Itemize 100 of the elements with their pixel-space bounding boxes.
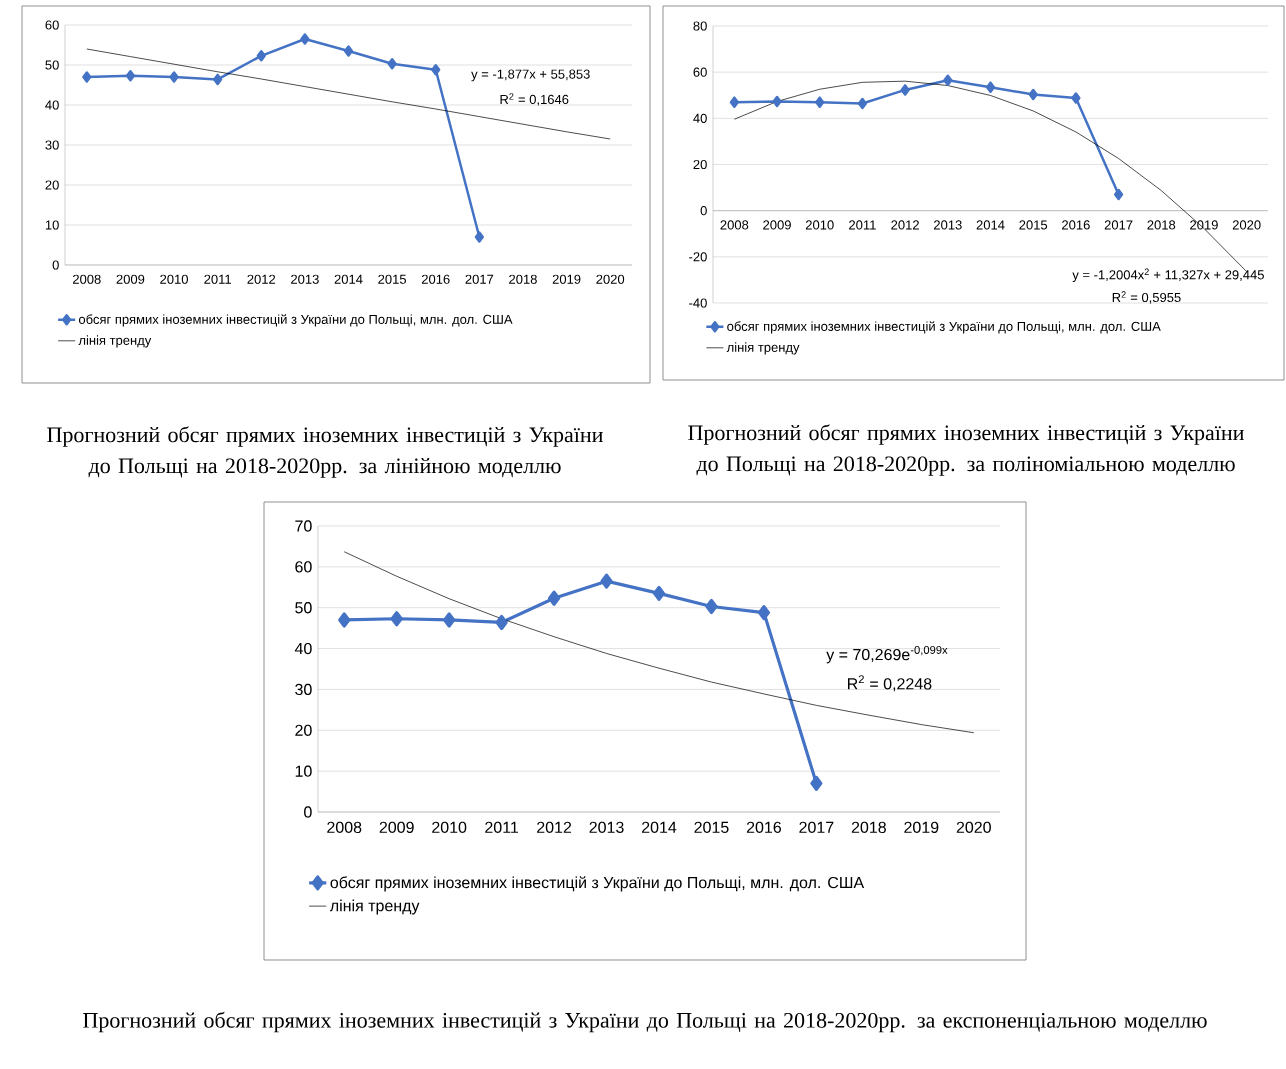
text: Прогнозний обсяг прямих іноземних інвестицій з України до Польщі на 2018-2020рр. за експоненціальною моделлю	[83, 1011, 1207, 1033]
x-tick-label: 2020	[596, 274, 625, 284]
text: Прогнозний обсяг прямих іноземних інвестицій з України до Польщі на 2018-2020рр. за поліноміальною моделлю	[688, 424, 1244, 476]
point	[82, 71, 92, 83]
x-tick-label: 2018	[851, 821, 886, 833]
x-tick-label: 2014	[642, 821, 677, 833]
legend-label: лінія тренду	[726, 342, 800, 355]
y-tick-label: 20	[295, 724, 312, 736]
x-tick-label: 2011	[204, 274, 231, 284]
x-tick-label: 2014	[334, 274, 363, 284]
x-tick-label: 2009	[379, 821, 414, 833]
x-tick-label: 2011	[485, 821, 519, 833]
point	[1071, 92, 1081, 104]
point	[810, 775, 823, 791]
x-tick-label: 2012	[537, 821, 572, 833]
y-tick-label: 50	[45, 60, 59, 70]
point	[652, 585, 666, 602]
point	[343, 45, 354, 57]
annotation: y = -1,2004x$^{2}$ + 11,327x + 29,445	[1072, 268, 1264, 282]
x-tick-label: 2008	[73, 274, 101, 284]
y-tick-label: 40	[45, 100, 59, 110]
x-tick-label: 2019	[552, 274, 581, 284]
x-tick-label: 2009	[763, 220, 791, 230]
x-tick-label: 2017	[1104, 220, 1133, 230]
x-tick-label: 2020	[1232, 220, 1261, 230]
x-tick-label: 2012	[891, 220, 919, 230]
annotation: R$^{2}$ = 0,2248	[848, 675, 932, 692]
y-tick-label: 10	[295, 765, 312, 777]
annotation: R$^{2}$ = 0,1646	[500, 93, 569, 106]
y-tick-label: 0	[304, 806, 312, 818]
point	[338, 612, 351, 628]
point	[474, 231, 484, 243]
x-tick-label: 2018	[509, 274, 537, 284]
x-tick-label: 2018	[1147, 220, 1176, 230]
y-tick-label: 30	[45, 140, 59, 150]
legend-label: лінія тренду	[329, 899, 420, 915]
point	[125, 70, 136, 82]
x-tick-label: 2019	[904, 821, 939, 833]
legend-label: обсяг прямих іноземних інвестицій з України до Польщі, млн. дол. США	[78, 314, 513, 327]
y-tick-label: 80	[693, 21, 707, 31]
annotation: R$^{2}$ = 0,5955	[1112, 291, 1181, 304]
point	[387, 58, 397, 70]
point	[900, 84, 910, 96]
y-tick-label: 60	[295, 561, 312, 573]
point	[985, 81, 996, 93]
y-tick-label: 0	[700, 206, 707, 216]
x-tick-label: 2015	[694, 821, 729, 833]
line-series	[343, 551, 975, 734]
y-tick-label: 40	[294, 642, 312, 655]
x-tick-label: 2014	[976, 220, 1005, 230]
point	[705, 598, 718, 615]
x-tick-label: 2016	[746, 821, 782, 833]
legend-label: обсяг прямих іноземних інвестицій з України до Польщі, млн. дол. США	[330, 876, 865, 892]
point	[729, 96, 739, 108]
y-tick-label: 40	[693, 113, 707, 123]
y-tick-label: 30	[295, 683, 312, 696]
x-tick-label: 2012	[247, 274, 276, 284]
x-tick-label: 2017	[799, 821, 834, 833]
x-tick-label: 2016	[1062, 220, 1090, 230]
point	[431, 64, 441, 76]
x-tick-label: 2015	[378, 274, 407, 284]
point	[213, 73, 223, 86]
x-tick-label: 2013	[291, 274, 319, 284]
annotation: y = 70,269e$^{-0,099x}$	[826, 645, 948, 664]
text: Прогнозний обсяг прямих іноземних інвестицій з України до Польщі на 2018-2020рр. за лінійною моделлю	[47, 426, 603, 478]
point	[1113, 188, 1124, 201]
x-tick-label: 2017	[465, 274, 494, 284]
x-tick-label: 2013	[934, 220, 962, 230]
point	[772, 95, 782, 108]
x-tick-label: 2015	[1019, 220, 1048, 230]
point	[547, 590, 561, 606]
point	[857, 97, 868, 110]
point	[443, 612, 456, 628]
y-tick-label: -40	[689, 298, 707, 308]
x-tick-label: 2010	[432, 821, 467, 833]
point	[495, 614, 508, 631]
x-tick-label: 2010	[805, 220, 834, 230]
x-tick-label: 2010	[160, 274, 188, 284]
point	[757, 605, 771, 621]
x-tick-label: 2009	[116, 274, 145, 284]
x-tick-label: 2008	[720, 220, 749, 230]
point	[1028, 88, 1038, 101]
y-tick-label: 60	[45, 20, 59, 30]
y-tick-label: 70	[295, 520, 312, 532]
legend-label: лінія тренду	[78, 335, 152, 348]
y-tick-label: 20	[45, 180, 59, 190]
x-tick-label: 2008	[327, 821, 362, 833]
x-tick-label: 2013	[589, 821, 624, 833]
x-tick-label: 2019	[1190, 220, 1218, 230]
point	[943, 74, 953, 86]
y-tick-label: 0	[52, 260, 59, 270]
x-tick-label: 2020	[956, 821, 991, 833]
point	[300, 33, 310, 45]
point	[390, 611, 403, 627]
x-tick-label: 2011	[849, 220, 876, 230]
annotation: y = -1,877x + 55,853	[471, 69, 590, 82]
y-tick-label: 20	[693, 159, 707, 170]
point	[815, 96, 825, 108]
legend-label: обсяг прямих іноземних інвестицій з України до Польщі, млн. дол. США	[727, 321, 1161, 334]
point	[600, 573, 613, 589]
